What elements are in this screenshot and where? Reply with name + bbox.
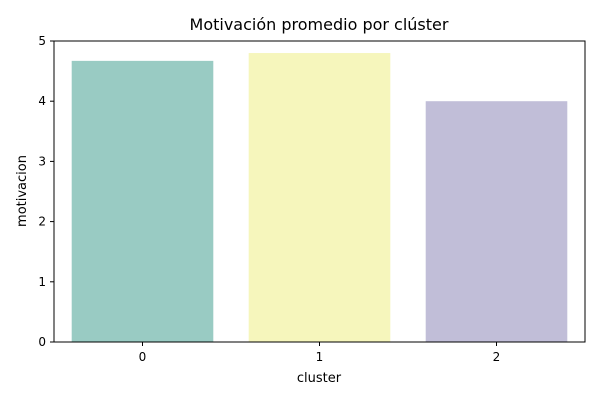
y-ticks: 0 1 2 3 4 5 xyxy=(38,34,54,349)
y-tick-label: 2 xyxy=(38,215,46,229)
bar-cluster-1 xyxy=(248,53,391,342)
y-axis-label: motivacion xyxy=(15,155,30,227)
x-ticks: 0 1 2 xyxy=(139,342,501,364)
x-tick-label: 0 xyxy=(139,350,147,364)
x-tick-label: 1 xyxy=(316,350,324,364)
y-tick-label: 1 xyxy=(38,275,46,289)
y-tick-label: 3 xyxy=(38,154,46,168)
bar-cluster-0 xyxy=(71,60,214,343)
bars-group xyxy=(71,53,568,343)
bar-cluster-2 xyxy=(425,101,568,342)
x-tick-label: 2 xyxy=(493,350,501,364)
x-axis-label: cluster xyxy=(297,371,342,386)
y-tick-label: 5 xyxy=(38,34,46,48)
y-tick-label: 4 xyxy=(38,94,46,108)
chart-title: Motivación promedio por clúster xyxy=(190,15,449,34)
plot-frame xyxy=(53,40,586,343)
y-tick-label: 0 xyxy=(38,335,46,349)
